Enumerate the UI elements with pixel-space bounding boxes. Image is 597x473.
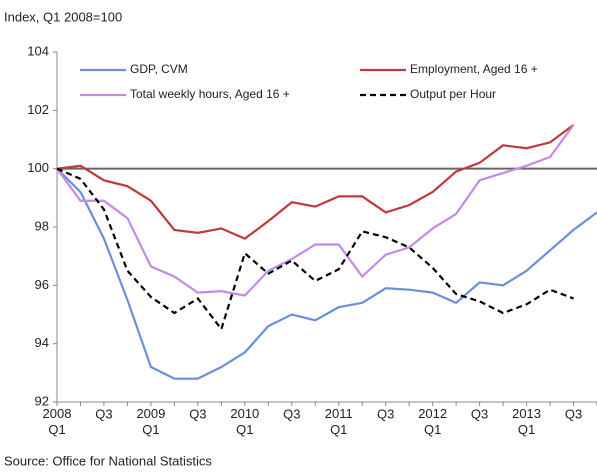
y-tick-label: 94 — [35, 335, 49, 350]
x-tick-label: 2011 Q1 — [325, 406, 353, 437]
y-tick-label: 96 — [35, 277, 49, 292]
legend-label: GDP, CVM — [130, 62, 188, 76]
x-tick-label: 2009 Q1 — [136, 406, 165, 437]
x-tick-label: Q3 — [95, 406, 112, 421]
x-tick-label: Q3 — [565, 406, 582, 421]
x-tick-label: 2013 Q1 — [512, 406, 541, 437]
chart-title: Index, Q1 2008=100 — [4, 9, 122, 24]
series-line — [56, 167, 597, 380]
series-line — [56, 124, 575, 297]
legend-label: Employment, Aged 16 + — [410, 62, 538, 76]
x-tick-label: 2008 Q1 — [43, 406, 72, 437]
x-tick-label: Q3 — [283, 406, 300, 421]
y-tick-label: 102 — [27, 102, 49, 117]
y-tick-label: 98 — [35, 218, 49, 233]
x-tick-label: Q3 — [377, 406, 394, 421]
y-tick-label: 92 — [35, 393, 49, 408]
series-line — [56, 167, 574, 332]
series-line — [56, 124, 575, 240]
x-tick-label: Q3 — [189, 406, 206, 421]
source-note: Source: Office for National Statistics — [4, 453, 212, 468]
y-tick-label: 104 — [27, 43, 49, 58]
y-tick-label: 100 — [27, 160, 49, 175]
legend: GDP, CVM Employment, Aged 16 + Total weekl… — [80, 62, 538, 101]
legend-label: Output per Hour — [410, 87, 496, 101]
x-tick-label: 2012 Q1 — [418, 406, 447, 437]
x-tick-label: Q3 — [471, 406, 488, 421]
x-tick-label: 2010 Q1 — [230, 406, 259, 437]
legend-label: Total weekly hours, Aged 16 + — [130, 87, 290, 101]
